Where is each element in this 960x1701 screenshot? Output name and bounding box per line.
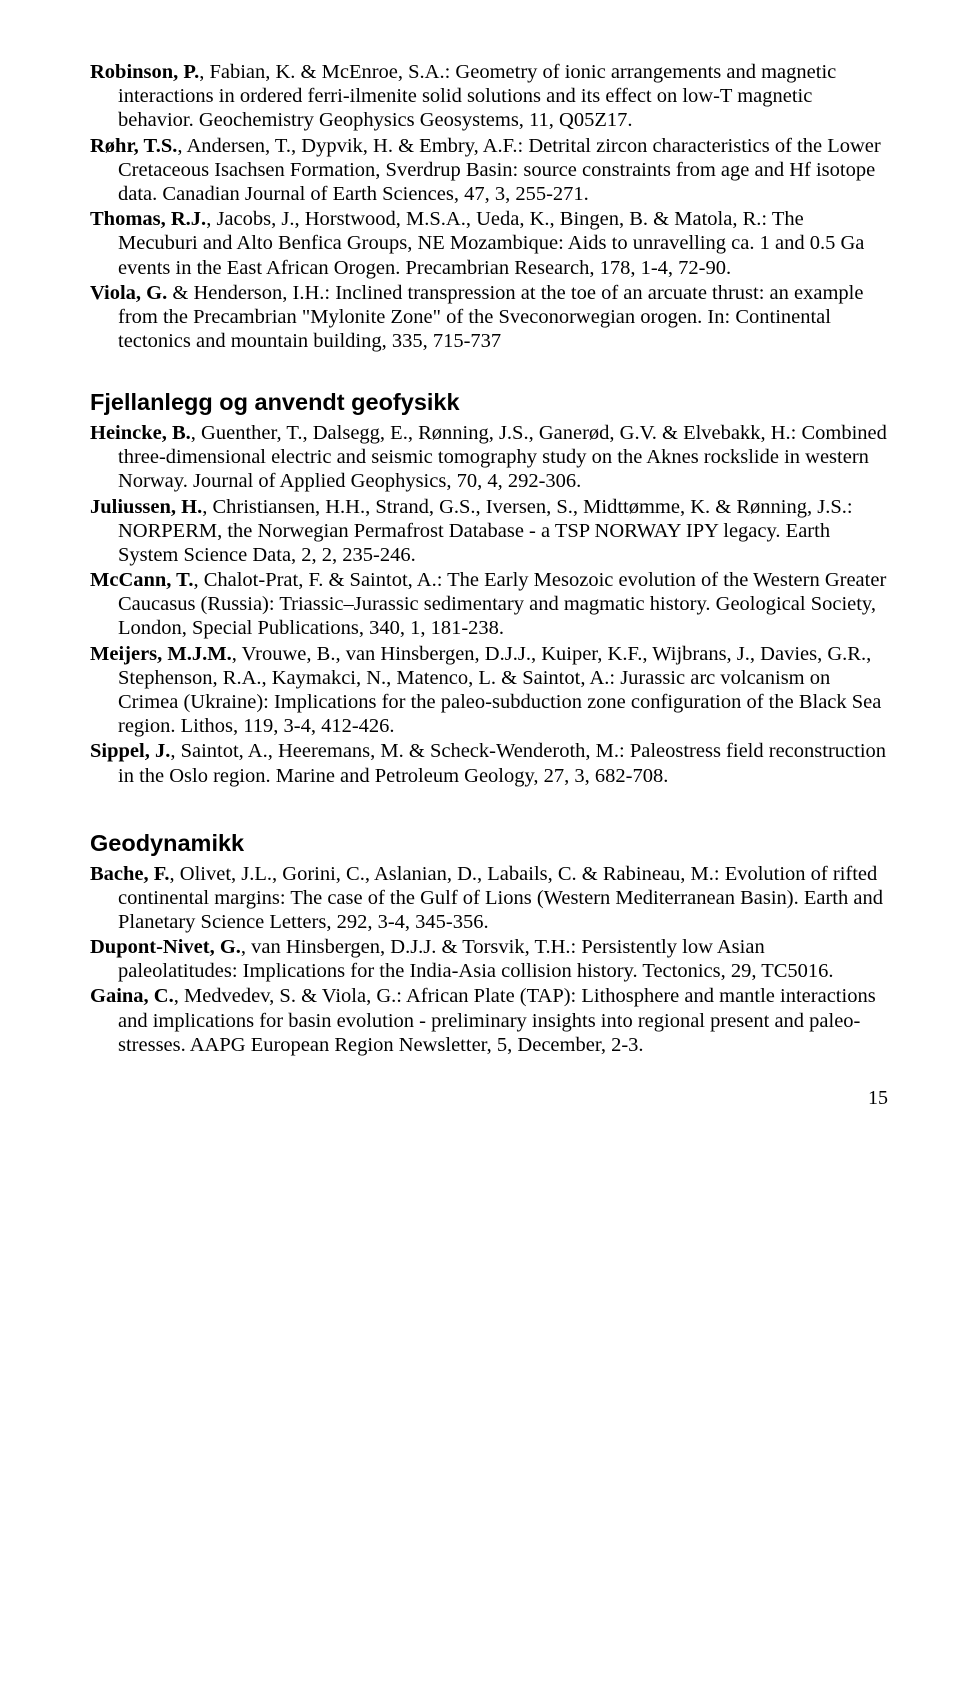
section-heading-fjellanlegg: Fjellanlegg og anvendt geofysikk xyxy=(90,389,888,417)
reference-entry: Bache, F., Olivet, J.L., Gorini, C., Asl… xyxy=(90,862,888,935)
reference-body: , Medvedev, S. & Viola, G.: African Plat… xyxy=(118,985,876,1055)
reference-lead-author: Robinson, P. xyxy=(90,61,199,83)
reference-lead-author: Heincke, B. xyxy=(90,422,191,444)
reference-body: , Andersen, T., Dypvik, H. & Embry, A.F.… xyxy=(118,135,881,205)
reference-body: , Vrouwe, B., van Hinsbergen, D.J.J., Ku… xyxy=(118,643,881,738)
reference-entry: Dupont-Nivet, G., van Hinsbergen, D.J.J.… xyxy=(90,935,888,983)
reference-body: , Guenther, T., Dalsegg, E., Rønning, J.… xyxy=(118,422,887,492)
reference-lead-author: McCann, T. xyxy=(90,569,193,591)
reference-list-top: Robinson, P., Fabian, K. & McEnroe, S.A.… xyxy=(90,60,888,353)
page-number: 15 xyxy=(90,1087,888,1111)
reference-body: , Olivet, J.L., Gorini, C., Aslanian, D.… xyxy=(118,863,883,933)
reference-lead-author: Gaina, C. xyxy=(90,985,174,1007)
reference-lead-author: Røhr, T.S. xyxy=(90,135,177,157)
reference-body: & Henderson, I.H.: Inclined transpressio… xyxy=(118,282,863,352)
reference-body: , Chalot-Prat, F. & Saintot, A.: The Ear… xyxy=(118,569,886,639)
reference-entry: Juliussen, H., Christiansen, H.H., Stran… xyxy=(90,495,888,568)
reference-lead-author: Meijers, M.J.M. xyxy=(90,643,232,665)
reference-lead-author: Dupont-Nivet, G. xyxy=(90,936,241,958)
reference-body: , Fabian, K. & McEnroe, S.A.: Geometry o… xyxy=(118,61,836,131)
reference-entry: Thomas, R.J., Jacobs, J., Horstwood, M.S… xyxy=(90,207,888,280)
reference-body: , Jacobs, J., Horstwood, M.S.A., Ueda, K… xyxy=(118,208,864,278)
reference-entry: Meijers, M.J.M., Vrouwe, B., van Hinsber… xyxy=(90,642,888,739)
reference-entry: Røhr, T.S., Andersen, T., Dypvik, H. & E… xyxy=(90,134,888,207)
reference-body: , Saintot, A., Heeremans, M. & Scheck-We… xyxy=(118,740,886,786)
reference-lead-author: Viola, G. xyxy=(90,282,167,304)
reference-entry: Gaina, C., Medvedev, S. & Viola, G.: Afr… xyxy=(90,984,888,1057)
reference-entry: Sippel, J., Saintot, A., Heeremans, M. &… xyxy=(90,739,888,787)
reference-list-geodynamikk: Bache, F., Olivet, J.L., Gorini, C., Asl… xyxy=(90,862,888,1058)
reference-lead-author: Thomas, R.J. xyxy=(90,208,206,230)
reference-list-fjellanlegg: Heincke, B., Guenther, T., Dalsegg, E., … xyxy=(90,421,888,788)
reference-lead-author: Juliussen, H. xyxy=(90,496,202,518)
reference-entry: Viola, G. & Henderson, I.H.: Inclined tr… xyxy=(90,281,888,354)
reference-entry: McCann, T., Chalot-Prat, F. & Saintot, A… xyxy=(90,568,888,641)
reference-entry: Robinson, P., Fabian, K. & McEnroe, S.A.… xyxy=(90,60,888,133)
reference-lead-author: Bache, F. xyxy=(90,863,170,885)
reference-lead-author: Sippel, J. xyxy=(90,740,170,762)
reference-body: , Christiansen, H.H., Strand, G.S., Iver… xyxy=(118,496,853,566)
reference-entry: Heincke, B., Guenther, T., Dalsegg, E., … xyxy=(90,421,888,494)
section-heading-geodynamikk: Geodynamikk xyxy=(90,830,888,858)
